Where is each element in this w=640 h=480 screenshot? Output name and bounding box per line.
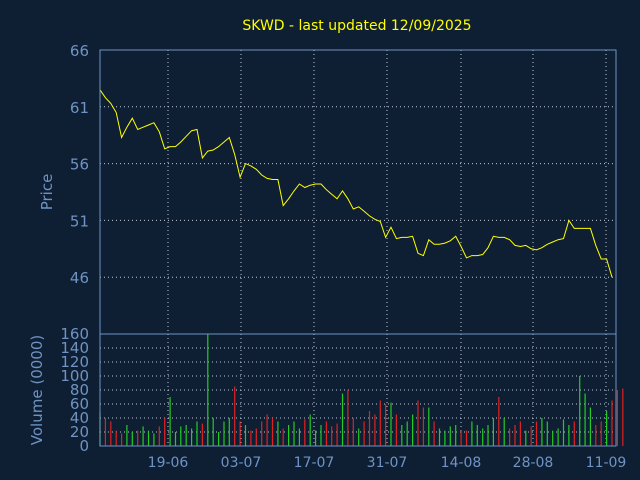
volume-panel-frame (99, 333, 617, 447)
price-line-group (99, 89, 613, 278)
price-tick-label: 66 (70, 42, 89, 60)
volume-tick-label: 20 (70, 423, 89, 441)
date-tick-label: 31-07 (367, 455, 408, 471)
chart-title: SKWD - last updated 12/09/2025 (242, 18, 471, 34)
price-axis-label: Price (38, 174, 56, 211)
price-grid (100, 50, 616, 334)
date-tick-label: 17-07 (294, 455, 335, 471)
price-axis-ticks: 46 51 56 61 66 (70, 42, 89, 287)
volume-grid (100, 334, 616, 446)
volume-tick-label: 160 (60, 325, 89, 343)
date-axis-ticks: 19-06 03-07 17-07 31-07 14-08 28-08 11-09 (148, 455, 627, 471)
price-tick-label: 56 (70, 156, 89, 174)
date-tick-label: 19-06 (148, 455, 189, 471)
date-tick-label: 11-09 (586, 455, 627, 471)
volume-tick-label: 40 (70, 409, 89, 427)
volume-tick-label: 140 (60, 339, 89, 357)
volume-tick-label: 120 (60, 353, 89, 371)
date-tick-label: 03-07 (221, 455, 262, 471)
date-tick-label: 14-08 (441, 455, 482, 471)
volume-axis-label: Volume (0000) (28, 335, 46, 445)
price-tick-label: 51 (70, 212, 89, 230)
date-tick-label: 28-08 (513, 455, 554, 471)
price-line (99, 89, 613, 278)
volume-tick-label: 100 (60, 367, 89, 385)
price-tick-label: 46 (70, 269, 89, 287)
price-tick-label: 61 (70, 99, 89, 117)
volume-tick-label: 0 (79, 437, 89, 455)
volume-tick-label: 80 (70, 381, 89, 399)
price-panel-frame (99, 49, 617, 335)
volume-tick-label: 60 (70, 395, 89, 413)
